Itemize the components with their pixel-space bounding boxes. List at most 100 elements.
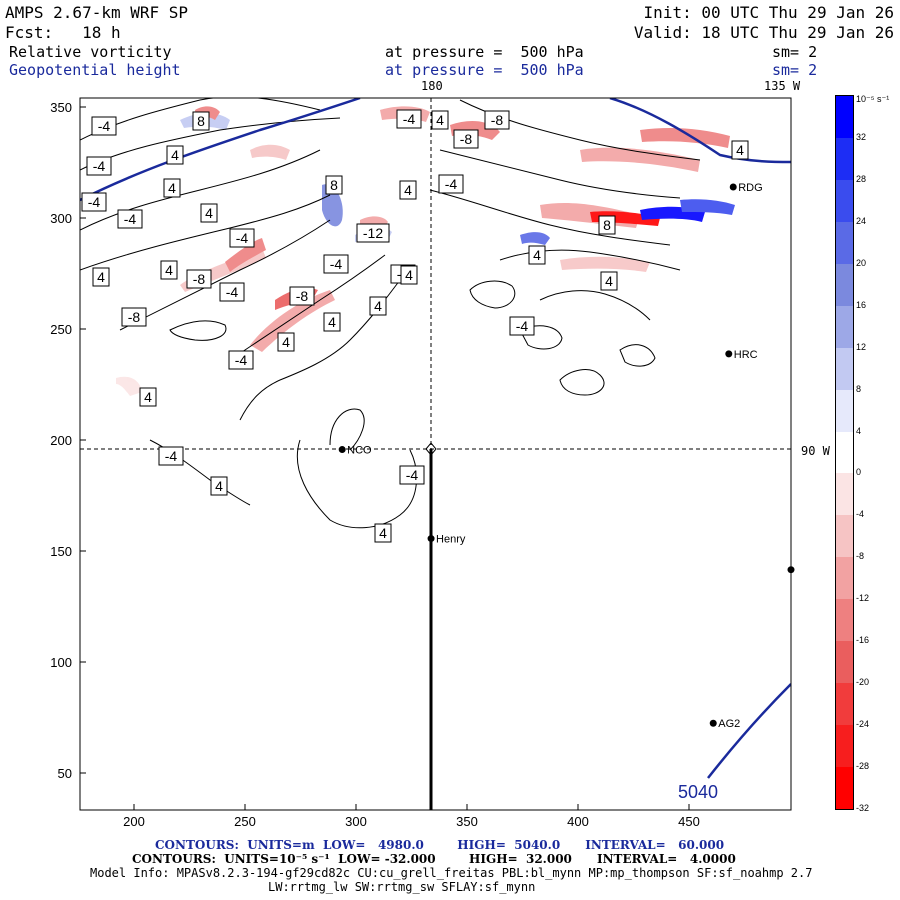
svg-text:4: 4 [215,478,223,494]
svg-text:-8: -8 [296,288,309,304]
vorticity-contour-label: 4 [399,180,417,200]
vorticity-contour-label: -4 [509,316,535,336]
svg-text:-4: -4 [516,318,529,334]
vorticity-contour-label: 4 [369,296,387,316]
svg-text:8: 8 [197,113,205,129]
colorbar-segment [836,725,853,768]
svg-text:-4: -4 [403,111,416,127]
svg-text:-4: -4 [165,448,178,464]
svg-text:-4: -4 [330,256,343,272]
y-tick-50: 50 [57,766,72,781]
vorticity-contour-label: -4 [396,109,422,129]
station-marker [725,350,733,358]
svg-text:-8: -8 [193,271,206,287]
svg-text:-4: -4 [406,467,419,483]
colorbar-segment [836,305,853,349]
footer-model-info-2: LW:rrtmg_lw SW:rrtmg_sw SFLAY:sf_mynn [268,880,536,894]
vorticity-fill [116,106,735,396]
colorbar-label: -28 [856,761,870,772]
vorticity-contour-label: 4 [160,260,178,280]
lon-label-180: 180 [421,79,443,93]
colorbar-segment [836,347,853,391]
svg-text:-4: -4 [445,176,458,192]
footer-height-contours: CONTOURS: UNITS=m LOW= 4980.0 HIGH= 5040… [155,838,725,852]
colorbar-segment [836,263,853,307]
y-tick-300: 300 [50,211,72,226]
vorticity-contour-label: -4 [158,446,184,466]
vorticity-contour-label: 4 [210,476,228,496]
svg-text:4: 4 [144,389,152,405]
x-tick-250: 250 [234,814,256,829]
vorticity-contour-label: -8 [484,110,510,130]
colorbar-segment [836,431,853,474]
colorbar-units: 10⁻⁵ s⁻¹ [856,94,890,104]
station-marker [709,719,717,727]
height-contours [80,98,791,779]
vorticity-contour-label: -8 [289,286,315,306]
svg-text:4: 4 [736,142,744,158]
lon-label-90w: 90 W [801,444,830,458]
colorbar-segment [836,179,853,223]
colorbar-segment [836,96,853,139]
vorticity-contour-label: -4 [86,156,112,176]
colorbar-segment [836,599,853,642]
x-tick-450: 450 [678,814,700,829]
colorbar-label: -4 [856,509,865,520]
svg-text:4: 4 [97,269,105,285]
colorbar-segment [836,641,853,684]
y-tick-150: 150 [50,544,72,559]
colorbar-label: 8 [856,383,862,394]
svg-text:-4: -4 [93,158,106,174]
vorticity-contour-label: -8 [186,269,212,289]
vorticity-contour-label: 4 [92,267,110,287]
colorbar-label: -20 [856,677,870,688]
vorticity-contour-label: 4 [400,265,418,285]
svg-text:-12: -12 [363,225,383,241]
station-label: RDG [738,182,762,194]
colorbar-segment [836,221,853,265]
svg-text:-4: -4 [226,284,239,300]
x-tick-300: 300 [345,814,367,829]
svg-text:4: 4 [533,247,541,263]
svg-text:-4: -4 [124,211,137,227]
station-markers: RDG HRC NCO Henry AG2 [338,182,795,730]
y-tick-100: 100 [50,655,72,670]
field2-smooth: sm= 2 [772,61,818,79]
footer-model-info: Model Info: MPASv8.2.3-194-gf29cd82c CU:… [90,866,813,880]
svg-text:4: 4 [165,262,173,278]
vorticity-contour-label: -8 [121,307,147,327]
colorbar-label: 0 [856,467,862,478]
vorticity-contour-label: -12 [356,223,390,243]
colorbar-label: 20 [856,257,867,268]
axis-ticks [80,106,690,810]
colorbar-segment [836,515,853,558]
vorticity-contour-label: -4 [229,228,255,248]
x-tick-400: 400 [567,814,589,829]
vorticity-contours [80,98,701,529]
vorticity-contour-label: -4 [81,192,107,212]
svg-text:4: 4 [374,298,382,314]
vorticity-contour-label: -4 [117,209,143,229]
svg-text:4: 4 [168,180,176,196]
vorticity-contour-label: 4 [731,140,749,160]
vorticity-contour-label: 4 [431,110,449,130]
svg-text:-4: -4 [235,352,248,368]
field1-level: at pressure = 500 hPa [385,43,584,61]
svg-text:4: 4 [171,147,179,163]
colorbar-segment [836,137,853,181]
height-contour-label: 5040 [678,782,718,802]
colorbar [835,95,854,810]
forecast-hour: Fcst: 18 h [5,23,121,42]
colorbar-label: 16 [856,299,867,310]
vorticity-contour-label: -4 [228,350,254,370]
colorbar-label: 24 [856,215,867,226]
vorticity-contour-label: 4 [139,387,157,407]
svg-text:4: 4 [328,314,336,330]
valid-time: Valid: 18 UTC Thu 29 Jan 26 [633,23,894,42]
svg-text:4: 4 [379,525,387,541]
station-marker [427,535,435,543]
lon-label-135w: 135 W [764,79,801,93]
colorbar-label: -32 [856,803,870,813]
vorticity-contour-label: 4 [374,523,392,543]
plot-frame [79,97,792,811]
